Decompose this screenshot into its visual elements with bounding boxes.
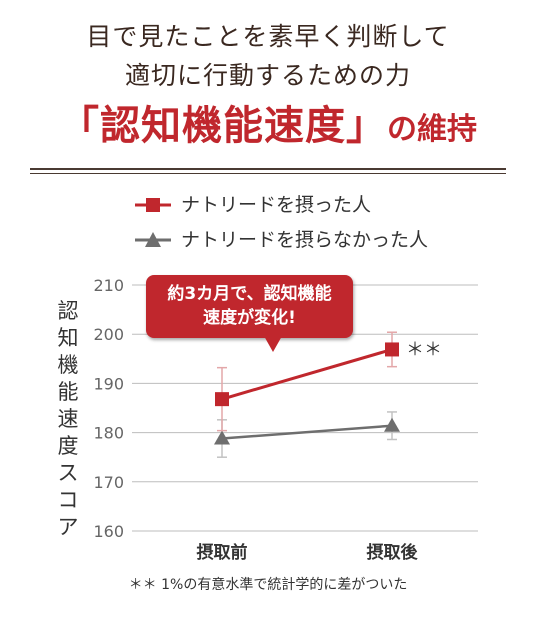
y-tick-label-180: 180 xyxy=(93,424,124,443)
y-tick-label-160: 160 xyxy=(93,522,124,541)
series-line-1 xyxy=(221,424,393,440)
legend-label-no-intake: ナトリードを摂らなかった人 xyxy=(181,229,429,251)
headline-line-1: 目で見たことを素早く判断して xyxy=(86,22,450,51)
significance-annotation-s0-1: ＊＊ xyxy=(406,339,442,360)
marker-triangle-s1-0 xyxy=(214,430,230,445)
legend-swatch-triangle-icon xyxy=(135,232,171,247)
main-title-text: 「認知機能速度」 xyxy=(59,102,387,149)
y-tick-label-200: 200 xyxy=(93,325,124,344)
callout-line-2: 速度が変化! xyxy=(203,308,296,328)
x-tick-label-1: 摂取後 xyxy=(367,542,419,563)
marker-square-s0-1 xyxy=(385,342,399,357)
main-title-suffix: の維持 xyxy=(387,112,477,147)
y-tick-label-210: 210 xyxy=(93,276,124,295)
legend-label-intake: ナトリードを摂った人 xyxy=(181,194,372,216)
divider-thick xyxy=(30,168,506,170)
marker-triangle-s1-1 xyxy=(384,417,400,432)
marker-square-s0-0 xyxy=(215,392,229,407)
main-title: 「認知機能速度」の維持 xyxy=(0,93,536,151)
x-tick-label-0: 摂取前 xyxy=(197,542,248,563)
divider-thin xyxy=(30,173,506,174)
callout-box: 約3カ月で、認知機能 速度が変化! xyxy=(146,275,353,338)
series-line-0 xyxy=(221,348,393,401)
callout-line-1: 約3カ月で、認知機能 xyxy=(167,284,332,304)
y-axis-label: 認知機能速度スコア xyxy=(57,299,79,539)
callout-pointer xyxy=(264,336,282,352)
legend-swatch-square-icon xyxy=(135,198,171,212)
y-tick-label-170: 170 xyxy=(93,473,124,492)
y-tick-label-190: 190 xyxy=(93,374,124,393)
headline-line-2: 適切に行動するための力 xyxy=(124,61,411,90)
footnote: ＊＊ 1%の有意水準で統計学的に差がついた xyxy=(128,577,408,593)
